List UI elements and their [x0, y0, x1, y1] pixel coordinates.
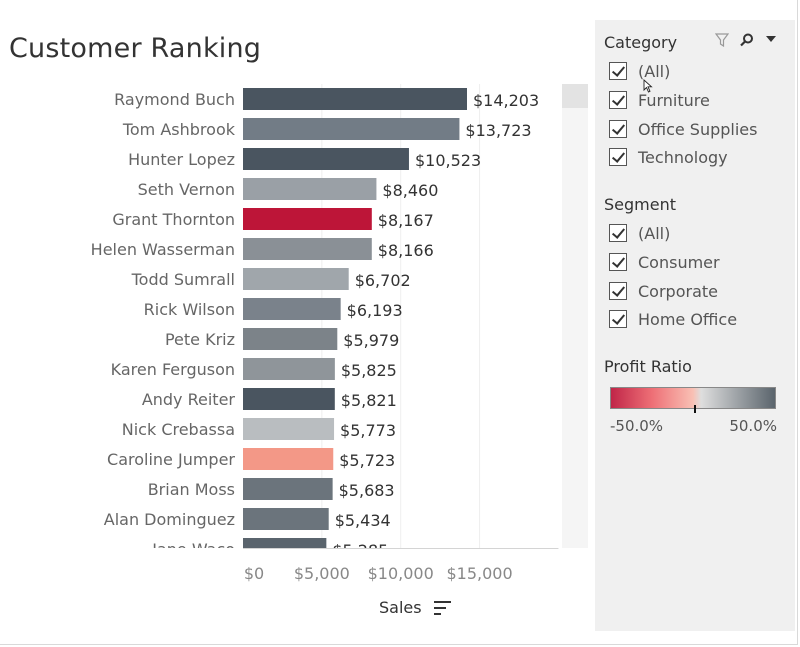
bar-nick-crebassa[interactable]	[243, 418, 335, 440]
mouse-pointer-icon	[643, 79, 653, 93]
value-label: $5,683	[339, 481, 395, 500]
scrollbar-track[interactable]	[562, 84, 588, 548]
segment-option-corporate[interactable]: Corporate	[609, 279, 718, 303]
dropdown-menu-icon[interactable]	[765, 33, 777, 49]
category-label[interactable]: Hunter Lopez	[128, 150, 235, 169]
category-label[interactable]: Raymond Buch	[114, 90, 235, 109]
value-label: $5,821	[341, 391, 397, 410]
bar-andy-reiter[interactable]	[243, 388, 335, 410]
value-label: $8,460	[382, 181, 438, 200]
profit-ratio-min-label: -50.0%	[610, 417, 664, 435]
category-label[interactable]: Pete Kriz	[165, 330, 235, 349]
value-label: $5,979	[343, 331, 399, 350]
bar-brian-moss[interactable]	[243, 478, 333, 500]
value-label: $6,193	[347, 301, 403, 320]
category-label[interactable]: Grant Thornton	[112, 210, 235, 229]
bars-group: Raymond Buch $14,203 Tom Ashbrook $13,723 Hu…	[91, 88, 539, 560]
x-tick-label: $10,000	[368, 564, 434, 583]
category-label[interactable]: Seth Vernon	[138, 180, 235, 199]
profit-ratio-color-scale	[610, 387, 776, 409]
bar-jane-waco[interactable]	[243, 538, 327, 560]
checkbox[interactable]	[609, 282, 627, 300]
value-label: $5,825	[341, 361, 397, 380]
filter-panel: Category (All) Furniture Office Supplies…	[595, 20, 795, 631]
value-label: $6,702	[355, 271, 411, 290]
bar-tom-ashbrook[interactable]	[243, 118, 460, 140]
segment-filter-title: Segment	[604, 195, 676, 214]
search-icon[interactable]	[740, 33, 754, 51]
bar-karen-ferguson[interactable]	[243, 358, 335, 380]
category-label[interactable]: Rick Wilson	[144, 300, 235, 319]
bar-alan-dominguez[interactable]	[243, 508, 329, 530]
chart-title: Customer Ranking	[9, 33, 262, 64]
value-label: $10,523	[415, 151, 481, 170]
category-label[interactable]: Caroline Jumper	[107, 450, 235, 469]
value-label: $5,773	[340, 421, 396, 440]
category-label[interactable]: Andy Reiter	[142, 390, 236, 409]
category-option-furniture[interactable]: Furniture	[609, 88, 710, 112]
category-label[interactable]: Alan Dominguez	[104, 510, 235, 529]
sort-descending-icon[interactable]	[434, 600, 452, 616]
bar-caroline-jumper[interactable]	[243, 448, 334, 470]
category-option-all[interactable]: (All)	[609, 59, 670, 83]
category-filter-title: Category	[604, 33, 678, 52]
x-tick-label: $0	[244, 564, 264, 583]
x-tick-label: $5,000	[294, 564, 350, 583]
value-label: $5,723	[339, 451, 395, 470]
checkbox[interactable]	[609, 310, 627, 328]
category-label[interactable]: Todd Sumrall	[131, 270, 235, 289]
category-option-office-supplies[interactable]: Office Supplies	[609, 117, 757, 141]
category-option-technology[interactable]: Technology	[609, 145, 728, 169]
profit-ratio-legend-title: Profit Ratio	[604, 357, 692, 376]
bar-helen-wasserman[interactable]	[243, 238, 372, 260]
scrollbar-thumb[interactable]	[562, 84, 588, 108]
segment-option-consumer[interactable]: Consumer	[609, 250, 720, 274]
value-label: $14,203	[473, 91, 539, 110]
category-label[interactable]: Brian Moss	[148, 480, 235, 499]
checkbox[interactable]	[609, 253, 627, 271]
checkbox[interactable]	[609, 62, 627, 80]
category-label[interactable]: Jane Waco	[151, 540, 235, 559]
bar-pete-kriz[interactable]	[243, 328, 338, 350]
category-label[interactable]: Karen Ferguson	[111, 360, 235, 379]
value-label: $5,285	[332, 541, 388, 560]
segment-option-all[interactable]: (All)	[609, 221, 670, 245]
bar-grant-thornton[interactable]	[243, 208, 372, 230]
value-label: $8,166	[378, 241, 434, 260]
bar-raymond-buch[interactable]	[243, 88, 467, 110]
filter-icon[interactable]	[714, 33, 730, 51]
checkbox[interactable]	[609, 91, 627, 109]
bar-seth-vernon[interactable]	[243, 178, 377, 200]
bar-rick-wilson[interactable]	[243, 298, 341, 320]
value-label: $8,167	[378, 211, 434, 230]
value-label: $13,723	[465, 121, 531, 140]
x-axis-title: Sales	[379, 598, 422, 617]
category-label[interactable]: Nick Crebassa	[122, 420, 235, 439]
profit-ratio-max-label: 50.0%	[729, 417, 777, 435]
profit-ratio-marker	[694, 405, 696, 413]
checkbox[interactable]	[609, 224, 627, 242]
bar-todd-sumrall[interactable]	[243, 268, 349, 290]
bar-hunter-lopez[interactable]	[243, 148, 409, 170]
x-tick-label: $15,000	[446, 564, 512, 583]
value-label: $5,434	[335, 511, 391, 530]
segment-option-home-office[interactable]: Home Office	[609, 307, 737, 331]
checkbox[interactable]	[609, 120, 627, 138]
checkbox[interactable]	[609, 148, 627, 166]
category-label[interactable]: Tom Ashbrook	[122, 120, 236, 139]
category-label[interactable]: Helen Wasserman	[91, 240, 235, 259]
